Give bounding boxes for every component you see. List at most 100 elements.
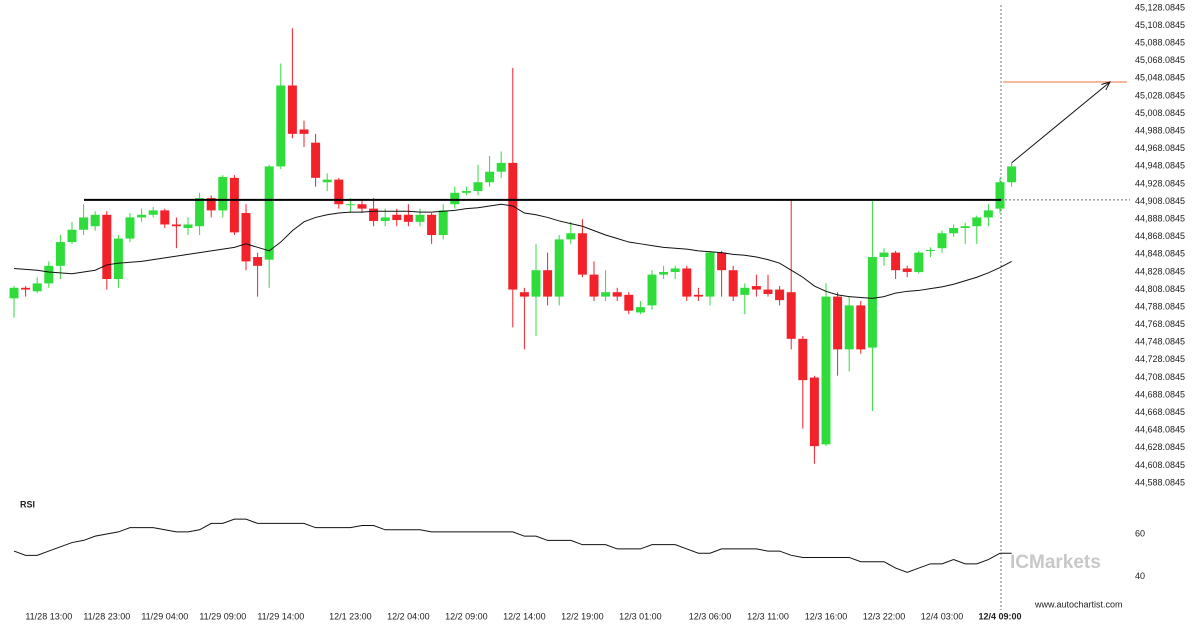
- y-tick-label: 44,688.0845: [1135, 389, 1185, 399]
- moving-average: [13, 203, 1012, 299]
- candle-body: [183, 224, 193, 228]
- x-tick-label: 11/28 23:00: [83, 611, 130, 621]
- y-tick-label: 45,068.0845: [1135, 55, 1185, 65]
- x-tick-label: 11/29 14:00: [257, 611, 304, 621]
- y-tick-label: 44,808.0845: [1135, 284, 1185, 294]
- candle-body: [427, 214, 437, 236]
- x-tick-label: 12/2 04:00: [387, 611, 430, 621]
- candle-body: [148, 210, 158, 215]
- y-tick-label: 44,748.0845: [1135, 337, 1185, 347]
- candle-body: [821, 296, 831, 445]
- y-tick-label: 44,828.0845: [1135, 266, 1185, 276]
- candle-body: [32, 283, 42, 292]
- candle-body: [264, 166, 274, 260]
- candle-body: [740, 287, 750, 295]
- y-tick-label: 45,028.0845: [1135, 90, 1185, 100]
- candle-body: [21, 287, 31, 290]
- x-tick-label: 12/3 01:00: [619, 611, 662, 621]
- y-tick-label: 44,668.0845: [1135, 407, 1185, 417]
- y-tick-label: 45,088.0845: [1135, 38, 1185, 48]
- candle-body: [728, 270, 738, 297]
- rsi-label: RSI: [20, 499, 35, 509]
- candle-body: [659, 271, 669, 275]
- candle-body: [229, 177, 239, 233]
- y-tick-label: 44,848.0845: [1135, 249, 1185, 259]
- candle-body: [195, 198, 205, 227]
- candle-body: [856, 305, 866, 350]
- candle-body: [311, 142, 321, 178]
- candle-body: [682, 268, 692, 297]
- candle-body: [519, 292, 529, 297]
- candle-body: [960, 226, 970, 228]
- candle-body: [775, 289, 785, 301]
- candle-body: [508, 162, 518, 290]
- candle-body: [566, 233, 576, 240]
- candle-body: [983, 210, 993, 218]
- candle-body: [937, 233, 947, 249]
- candle-body: [531, 270, 541, 297]
- x-tick-label: 12/2 09:00: [445, 611, 488, 621]
- candle-body: [751, 286, 761, 290]
- y-tick-label: 45,048.0845: [1135, 73, 1185, 83]
- candle-body: [438, 210, 448, 236]
- candle-body: [914, 252, 924, 272]
- candle-body: [450, 192, 460, 205]
- y-tick-label: 44,968.0845: [1135, 143, 1185, 153]
- y-tick-label: 44,988.0845: [1135, 126, 1185, 136]
- candle-body: [102, 214, 112, 280]
- x-tick-label: 12/1 23:00: [329, 611, 372, 621]
- candle-body: [160, 210, 170, 225]
- candle-body: [601, 292, 611, 297]
- candle-body: [334, 179, 344, 205]
- candle-body: [322, 179, 332, 183]
- candle-body: [635, 307, 645, 313]
- candle-body: [1007, 166, 1017, 183]
- candle-body: [299, 129, 309, 134]
- candle-body: [891, 252, 901, 271]
- y-tick-label: 44,768.0845: [1135, 319, 1185, 329]
- x-tick-label: 12/2 19:00: [561, 611, 604, 621]
- candle-body: [554, 239, 564, 297]
- candle-body: [113, 238, 123, 280]
- candle-body: [137, 214, 147, 218]
- x-tick-label: 12/4 03:00: [921, 611, 964, 621]
- rsi-tick-label: 60: [1135, 528, 1145, 538]
- y-tick-label: 44,948.0845: [1135, 161, 1185, 171]
- candle-body: [253, 257, 263, 266]
- y-tick-label: 45,108.0845: [1135, 20, 1185, 30]
- y-tick-label: 44,928.0845: [1135, 178, 1185, 188]
- candle-body: [44, 265, 54, 284]
- candle-body: [276, 85, 286, 167]
- x-tick-label: 11/29 09:00: [199, 611, 246, 621]
- candle-body: [9, 287, 19, 299]
- candle-body: [543, 270, 553, 297]
- candle-body: [369, 208, 379, 221]
- y-tick-label: 44,588.0845: [1135, 477, 1185, 487]
- y-tick-label: 44,648.0845: [1135, 425, 1185, 435]
- candle-body: [392, 214, 402, 221]
- candle-body: [693, 294, 703, 297]
- candle-body: [670, 268, 680, 272]
- candle-body: [763, 289, 773, 294]
- candle-body: [380, 217, 390, 221]
- candle-body: [345, 204, 355, 206]
- candle-body: [647, 274, 657, 306]
- candle-body: [717, 252, 727, 271]
- y-tick-label: 44,728.0845: [1135, 354, 1185, 364]
- rsi-tick-label: 40: [1135, 571, 1145, 581]
- projection-arrow: [1011, 81, 1111, 164]
- y-tick-label: 44,708.0845: [1135, 372, 1185, 382]
- candle-body: [902, 268, 912, 272]
- candle-body: [624, 294, 634, 311]
- candle-body: [879, 252, 889, 258]
- y-tick-label: 45,128.0845: [1135, 2, 1185, 12]
- candle-body: [995, 182, 1005, 209]
- x-tick-label: 12/3 16:00: [805, 611, 848, 621]
- candle-body: [403, 214, 413, 222]
- candle-body: [461, 191, 471, 193]
- candle-body: [125, 217, 135, 239]
- candle-body: [55, 242, 65, 266]
- candle-body: [218, 176, 228, 211]
- candle-body: [206, 198, 216, 211]
